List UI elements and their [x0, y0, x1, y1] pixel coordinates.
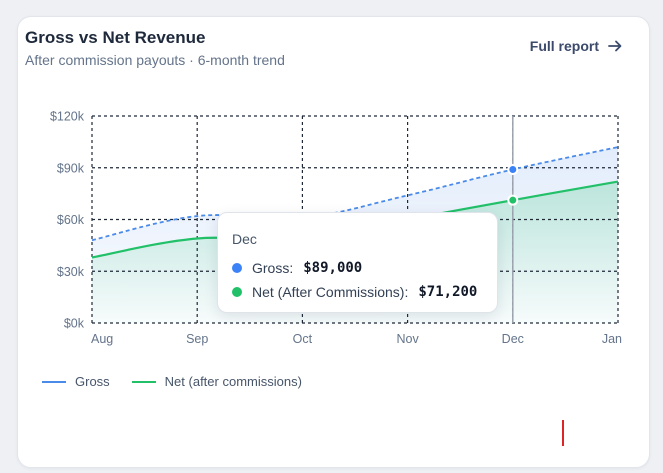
legend-label-net: Net (after commissions) [164, 374, 302, 389]
y-tick-label: $60k [57, 213, 85, 227]
x-tick-label: Aug [91, 332, 113, 346]
tooltip-row-net: Net (After Commissions): $71,200 [232, 280, 483, 304]
y-tick-label: $30k [57, 265, 85, 279]
full-report-label: Full report [529, 38, 599, 54]
legend-item-gross[interactable]: Gross [42, 374, 110, 389]
x-tick-label: Jan [602, 332, 622, 346]
tooltip-net-dot [232, 287, 242, 297]
tooltip-net-label: Net (After Commissions): [252, 284, 409, 300]
legend-swatch-gross [42, 380, 66, 383]
arrow-right-icon [607, 38, 623, 54]
tooltip-gross-label: Gross: [252, 260, 294, 276]
x-tick-label: Dec [502, 332, 524, 346]
chart-title: Gross vs Net Revenue [25, 28, 206, 47]
tooltip-net-value: $71,200 [418, 284, 478, 300]
y-tick-label: $90k [57, 161, 85, 175]
x-tick-label: Nov [396, 332, 419, 346]
gross-line [91, 146, 619, 242]
x-tick-label: Sep [186, 332, 208, 346]
tooltip-row-gross: Gross: $89,000 [232, 256, 483, 280]
net-point [507, 194, 519, 206]
y-tick-label: $0k [64, 317, 85, 331]
x-tick-label: Oct [293, 332, 313, 346]
tooltip-gross-value: $89,000 [303, 260, 363, 276]
full-report-link[interactable]: Full report [530, 38, 623, 54]
tooltip-gross-dot [232, 263, 242, 273]
chart-legend: Gross Net (after commissions) [42, 374, 302, 389]
y-tick-label: $120k [50, 110, 85, 124]
legend-label-gross: Gross [75, 374, 110, 389]
gross-point [507, 163, 519, 175]
tooltip-category: Dec [232, 231, 257, 247]
red-marker [562, 420, 564, 446]
legend-swatch-net [131, 380, 156, 383]
chart-tooltip: Dec Gross: $89,000 Net (After Commission… [217, 212, 498, 313]
legend-item-net[interactable]: Net (after commissions) [131, 374, 302, 389]
chart-subtitle: After commission payouts · 6-month trend [25, 52, 285, 68]
